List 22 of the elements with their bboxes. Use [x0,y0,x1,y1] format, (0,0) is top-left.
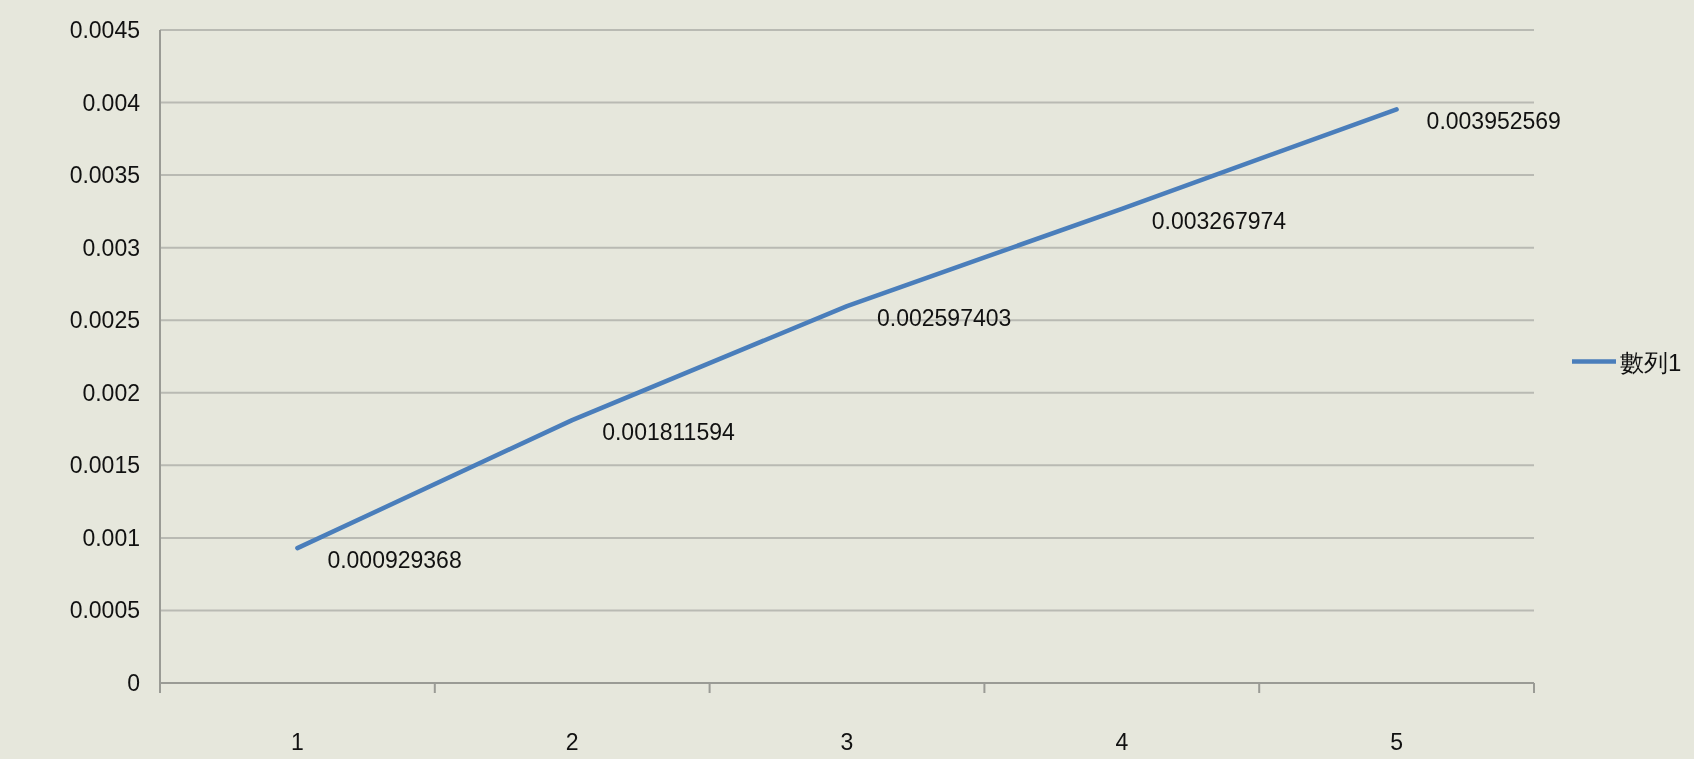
y-tick-label: 0.0035 [69,162,140,189]
y-tick-label: 0 [127,670,140,696]
y-tick-label: 0.0045 [69,17,140,43]
data-label: 0.003267974 [1151,207,1287,234]
y-tick-label: 0.0005 [69,597,140,624]
x-tick-label: 3 [840,729,854,755]
y-tick-label: 0.004 [82,89,141,116]
x-tick-label: 4 [1115,729,1129,755]
line-series [295,107,1399,551]
data-label: 0.002597403 [877,305,1012,332]
data-label: 0.000929368 [327,547,462,574]
x-tick-label: 2 [565,729,579,755]
y-tick-label: 0.0015 [69,452,140,479]
y-tick-label: 0.002 [82,379,140,406]
data-label: 0.001811594 [602,419,736,446]
y-tick-label: 0.003 [82,234,140,261]
x-tick-label: 5 [1390,729,1403,755]
legend-label: 數列1 [1620,348,1682,376]
y-tick-label: 0.001 [82,524,140,551]
x-tick-label: 1 [291,729,304,755]
y-tick-label: 0.0025 [69,307,140,334]
data-label: 0.003952569 [1426,108,1561,135]
